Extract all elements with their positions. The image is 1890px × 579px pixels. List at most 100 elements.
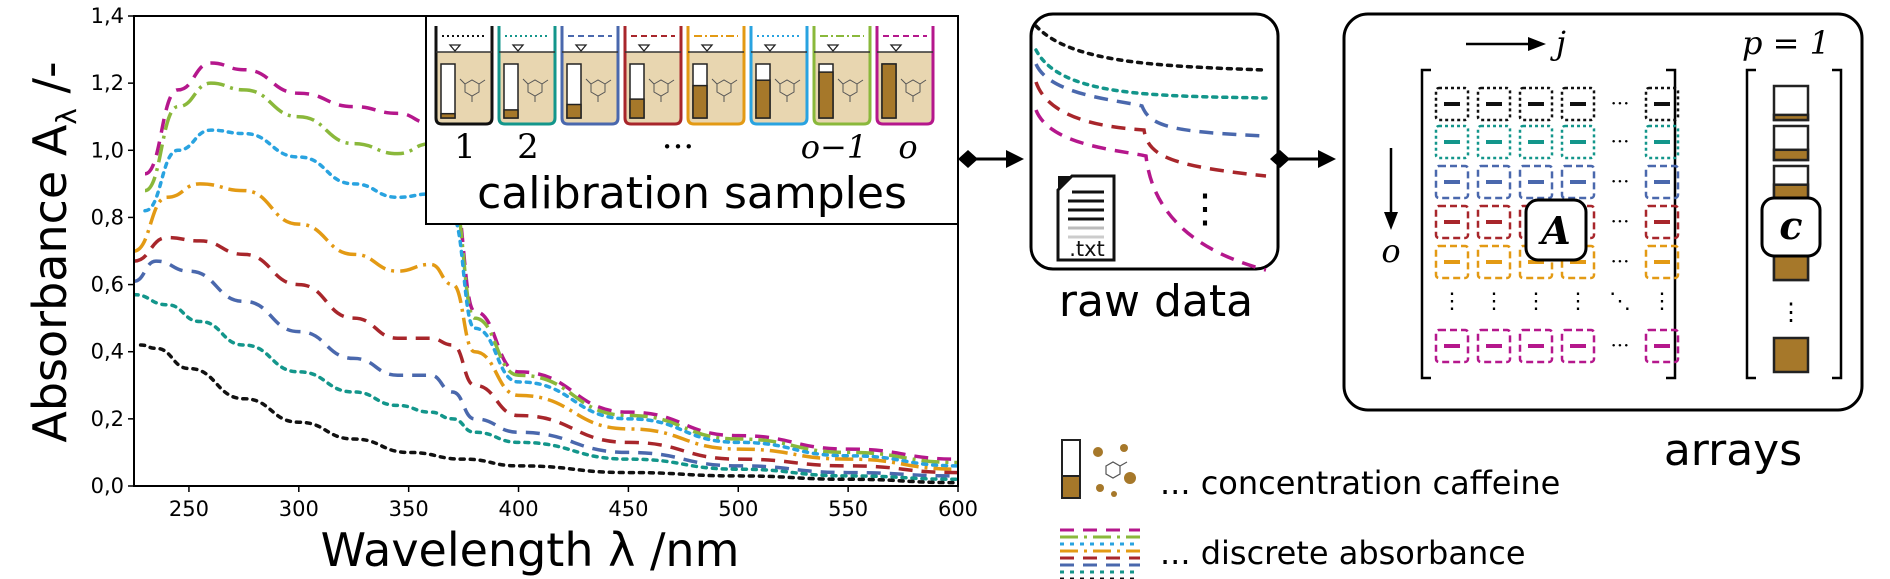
matrix-cell: [1560, 86, 1596, 122]
sample-ellipsis: ···: [662, 127, 694, 167]
matrix-diagonal-dots: ⋱: [1609, 289, 1631, 314]
arrays-panel: j o ···············⋮ ⋮ ⋮ ⋮ ⋱ ⋮··· A p = 1 c ⋮…: [1342, 12, 1864, 476]
matrix-cell: [1476, 328, 1512, 364]
sample-number-o: o: [898, 128, 917, 166]
y-tick-label: 1,2: [91, 71, 124, 95]
caffeine-molecule-icon: [711, 78, 738, 102]
concentration-fill: [818, 71, 834, 119]
matrix-vertical-dots: ⋮: [1651, 289, 1673, 314]
caffeine-molecule-icon: [522, 78, 549, 102]
meniscus-triangle-icon: [574, 44, 588, 53]
matrix-vertical-dots: ⋮: [1567, 289, 1589, 314]
legend: ... concentration caffeine ... discrete …: [1060, 439, 1560, 579]
vector-bracket-left: [1745, 68, 1756, 380]
vector-cell-fill: [1772, 254, 1810, 282]
beaker-4: [623, 26, 683, 126]
legend-tube-fill: [1061, 475, 1081, 499]
matrix-cell: [1434, 204, 1470, 240]
y-axis-label: Absorbance Aλ /-: [23, 61, 83, 442]
y-tick-label: 1,4: [91, 4, 124, 28]
concentration-fill: [440, 112, 456, 119]
beaker-row: [434, 26, 935, 126]
x-tick-label: 600: [938, 497, 978, 521]
matrix-cell: [1518, 164, 1554, 200]
y-tick-label: 1,0: [91, 138, 124, 162]
legend-particle: [1096, 484, 1104, 492]
matrix-cell: [1476, 164, 1512, 200]
matrix-horizontal-dots: ···: [1610, 209, 1629, 233]
y-axis-label-main: Absorbance A: [23, 124, 77, 442]
x-tick-label: 300: [279, 497, 319, 521]
series-line-5: [134, 235, 958, 475]
raw-data-vertical-dots: ⋮: [1185, 186, 1225, 232]
matrix-cell: [1560, 164, 1596, 200]
vector-cell-fill: [1772, 148, 1810, 162]
caffeine-molecule-icon: [774, 78, 801, 102]
raw-curve-2: [1034, 48, 1268, 100]
matrix-vertical-dots: ⋮: [1441, 289, 1463, 314]
vector-cell-full: [1772, 336, 1810, 374]
matrix-cell: [1434, 328, 1470, 364]
matrix-cell: [1644, 164, 1680, 200]
beaker-6: [749, 26, 809, 126]
vector-bracket-right: [1832, 68, 1843, 380]
matrix-bracket-right: [1666, 68, 1677, 380]
arrow-to-raw-data: [958, 150, 1024, 168]
sample-number-1: 1: [454, 127, 476, 167]
matrix-A-label: A: [1538, 208, 1570, 253]
series-line-8: [138, 343, 958, 485]
o-arrow-head: [1384, 212, 1398, 230]
p-equals-1-label: p = 1: [1742, 24, 1830, 62]
calibration-samples-label: calibration samples: [477, 168, 907, 219]
x-tick-label: 450: [608, 497, 648, 521]
concentration-fill: [566, 103, 582, 119]
x-tick-label: 550: [828, 497, 868, 521]
raw-curve-3: [1034, 63, 1267, 138]
matrix-horizontal-dots: ···: [1610, 333, 1629, 357]
matrix-horizontal-dots: ···: [1610, 91, 1629, 115]
raw-data-label: raw data: [1059, 276, 1253, 327]
beaker-5: [686, 26, 746, 126]
meniscus-triangle-icon: [763, 44, 777, 53]
matrix-cell: [1644, 86, 1680, 122]
matrix-cell: [1476, 244, 1512, 280]
x-axis-label: Wavelength λ /nm: [321, 523, 740, 577]
caffeine-molecule-icon: [900, 78, 927, 102]
raw-data-curves: [1034, 24, 1268, 272]
y-tick-label: 0,2: [91, 407, 124, 431]
y-axis-label-sub: λ: [50, 108, 83, 125]
arrow-diamond-2: [1270, 150, 1290, 168]
absorbance-legend-icon: [1060, 528, 1140, 579]
matrix-cell: [1434, 124, 1470, 160]
arrow-head-2: [1318, 150, 1336, 168]
x-tick-label: 250: [169, 497, 209, 521]
concentration-fill: [755, 79, 771, 119]
beaker-glass: [875, 26, 935, 126]
beaker-2: [497, 26, 557, 126]
arrow-to-arrays: [1270, 150, 1336, 168]
beaker-glass: [812, 26, 872, 126]
matrix-cell: [1518, 86, 1554, 122]
beaker-8: [875, 26, 935, 126]
x-tick-label: 500: [718, 497, 758, 521]
j-arrow-head: [1528, 37, 1546, 51]
matrix-cell: [1434, 164, 1470, 200]
y-tick-label: 0,8: [91, 205, 124, 229]
sample-number-2: 2: [517, 127, 539, 167]
beaker-1: [434, 26, 494, 126]
matrix-bracket-left: [1420, 68, 1431, 380]
matrix-vertical-dots: ⋮: [1525, 289, 1547, 314]
meniscus-triangle-icon: [511, 44, 525, 53]
vector-c-cells: [1772, 84, 1810, 374]
matrix-cell: [1644, 204, 1680, 240]
arrays-frame: [1342, 12, 1864, 412]
x-tick-label: 400: [498, 497, 538, 521]
o-index-label: o: [1381, 232, 1400, 270]
vector-cell-fill: [1772, 113, 1810, 122]
meniscus-triangle-icon: [637, 44, 651, 53]
concentration-fill: [503, 109, 519, 119]
y-tick-label: 0,0: [91, 474, 124, 498]
beaker-glass: [434, 26, 494, 126]
meniscus-triangle-icon: [700, 44, 714, 53]
